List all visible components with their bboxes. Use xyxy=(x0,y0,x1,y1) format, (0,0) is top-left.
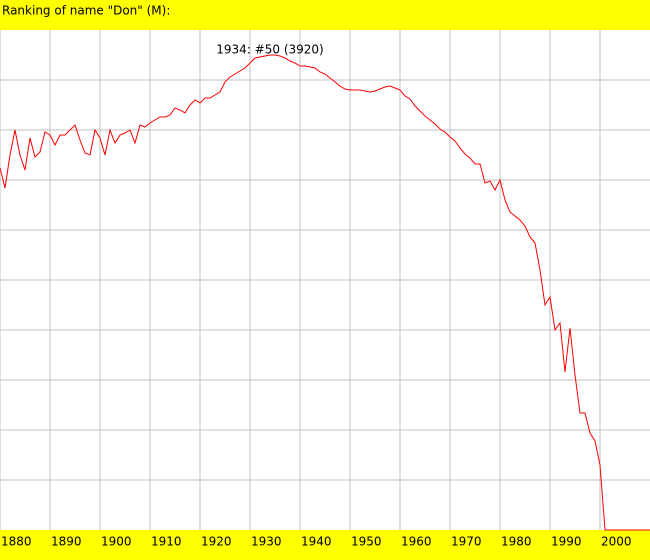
x-tick-label: 1990 xyxy=(551,535,582,549)
x-tick-label: 1900 xyxy=(101,535,132,549)
header-band xyxy=(0,0,650,30)
x-tick-label: 2000 xyxy=(601,535,632,549)
x-tick-label: 1880 xyxy=(1,535,32,549)
annotation: 1934: #50 (3920) xyxy=(216,43,323,57)
x-tick-label: 1890 xyxy=(51,535,82,549)
x-tick-label: 1980 xyxy=(501,535,532,549)
x-tick-label: 1950 xyxy=(351,535,382,549)
x-tick-label: 1920 xyxy=(201,535,232,549)
x-tick-label: 1910 xyxy=(151,535,182,549)
x-tick-label: 1960 xyxy=(401,535,432,549)
x-tick-label: 1930 xyxy=(251,535,282,549)
footer-band xyxy=(0,530,650,560)
x-tick-label: 1940 xyxy=(301,535,332,549)
line-series xyxy=(0,54,650,531)
x-tick-label: 1970 xyxy=(451,535,482,549)
chart-title: Ranking of name "Don" (M): xyxy=(2,4,170,18)
